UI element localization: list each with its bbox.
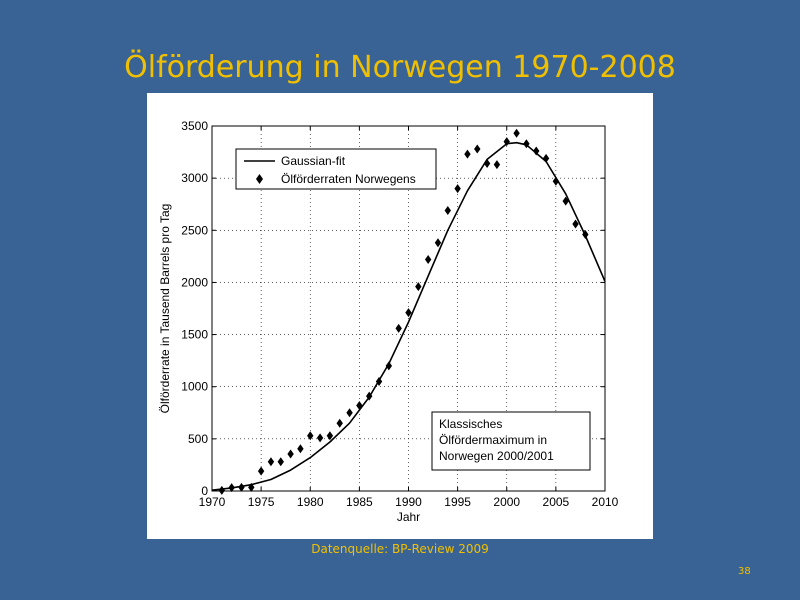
- annotation-line-1: Klassisches: [439, 417, 502, 431]
- data-point-diamond: [346, 408, 353, 418]
- data-point-diamond: [434, 238, 442, 248]
- y-tick-label: 2500: [181, 223, 208, 237]
- y-tick-label: 1500: [181, 328, 208, 342]
- data-point-diamond: [474, 144, 481, 154]
- x-axis-label: Jahr: [397, 510, 420, 524]
- data-point-diamond: [307, 431, 314, 441]
- slide-title: Ölförderung in Norwegen 1970-2008: [124, 50, 676, 85]
- legend: Gaussian-fit Ölförderraten Norwegens: [235, 148, 437, 190]
- y-tick-label: 500: [188, 432, 208, 446]
- data-point-diamond: [415, 282, 422, 292]
- y-tick-label: 1000: [181, 380, 208, 394]
- x-tick-label: 2000: [493, 495, 520, 509]
- data-point-diamond: [385, 361, 393, 371]
- data-point-diamond: [375, 377, 383, 386]
- data-point-diamond: [513, 128, 520, 138]
- y-tick-label: 0: [201, 484, 208, 498]
- data-point-diamond: [257, 466, 265, 476]
- data-point-diamond: [228, 483, 235, 493]
- data-source-note: Datenquelle: BP-Review 2009: [311, 542, 489, 556]
- annotation-line-3: Norwegen 2000/2001: [439, 449, 554, 463]
- x-tick-label: 1995: [444, 495, 471, 509]
- data-point-diamond: [366, 391, 373, 401]
- x-tick-label: 1970: [199, 495, 226, 509]
- chart: 1970 1975 1980 1985 1990 1995 2000 2005 2010 0 500…: [158, 119, 619, 524]
- data-point-diamond: [405, 308, 412, 318]
- x-tick-label: 2005: [543, 495, 570, 509]
- data-point-diamond: [493, 160, 501, 170]
- x-tick-label: 1980: [297, 495, 324, 509]
- x-tick-label: 1975: [248, 495, 275, 509]
- data-point-diamond: [395, 323, 402, 333]
- y-tick-label: 3500: [181, 119, 208, 133]
- data-point-diamond: [218, 485, 226, 495]
- data-point-diamond: [336, 418, 343, 428]
- legend-label-data: Ölförderraten Norwegens: [281, 172, 416, 186]
- data-point-diamond: [483, 159, 491, 169]
- page-number: 38: [738, 566, 751, 577]
- y-tick-label: 2000: [181, 275, 208, 289]
- data-point-diamond: [277, 457, 284, 467]
- data-point-diamond: [267, 457, 275, 467]
- data-point-diamond: [552, 176, 560, 186]
- data-point-diamond: [326, 431, 334, 441]
- data-point-diamond: [464, 149, 471, 159]
- legend-box: [235, 148, 437, 190]
- x-tick-label: 1990: [395, 495, 422, 509]
- data-point-diamond: [424, 254, 432, 264]
- data-point-diamond: [297, 444, 304, 454]
- tick-layer: 1970 1975 1980 1985 1990 1995 2000 2005 2010 0 500…: [181, 119, 618, 509]
- y-axis-label: Ölförderrate in Tausend Barrels pro Tag: [158, 204, 172, 414]
- x-tick-label: 1985: [346, 495, 373, 509]
- legend-diamond-symbol: [256, 174, 263, 184]
- data-point-diamond: [238, 482, 245, 492]
- data-point-diamond: [582, 229, 589, 239]
- data-point-diamond: [287, 449, 294, 459]
- data-point-diamond: [454, 184, 461, 194]
- annotation-box: [431, 411, 591, 471]
- annotation: Klassisches Ölfördermaximum in Norwegen …: [431, 411, 591, 471]
- chart-panel: 1970 1975 1980 1985 1990 1995 2000 2005 2010 0 500…: [147, 93, 653, 539]
- annotation-line-2: Ölfördermaximum in: [439, 433, 547, 447]
- data-point-diamond: [248, 482, 255, 492]
- series-layer: [211, 128, 606, 495]
- x-tick-label: 2010: [592, 495, 619, 509]
- data-point-diamond: [542, 153, 550, 163]
- data-point-diamond: [503, 137, 510, 147]
- data-point-diamond: [523, 139, 530, 149]
- y-tick-label: 3000: [181, 171, 208, 185]
- data-point-diamond: [316, 433, 324, 443]
- data-point-diamond: [533, 146, 540, 156]
- data-point-diamond: [356, 400, 363, 410]
- data-point-diamond: [572, 219, 579, 229]
- legend-label-fit: Gaussian-fit: [281, 154, 346, 168]
- data-point-diamond: [444, 205, 451, 215]
